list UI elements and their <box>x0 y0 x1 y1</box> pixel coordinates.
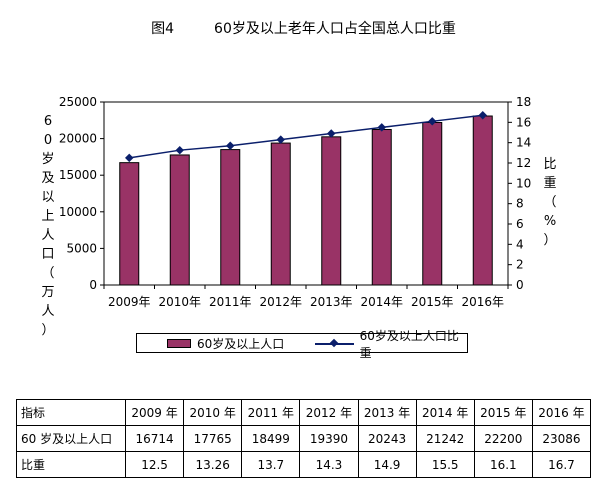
table-cell: 2010 年 <box>183 399 243 426</box>
data-table: 指标 2009 年 2010 年 2011 年 2012 年 2013 年 2014 年 20… <box>16 399 592 478</box>
table-cell: 21242 <box>415 425 475 452</box>
table-row-header: 指标 <box>16 399 126 426</box>
line-point <box>125 153 134 163</box>
legend-line-label: 60岁及以上人口比重 <box>359 328 459 360</box>
line-point <box>175 145 184 155</box>
table-row: 比重 12.5 13.26 13.7 14.3 14.9 15.5 16.1 16.7 <box>16 451 592 478</box>
table-cell: 16.7 <box>531 451 592 478</box>
table-cell: 23086 <box>531 425 592 452</box>
chart-svg: 0 5000 10000 15000 20000 25000 0 2 4 6 8 10 12 14 16 18… <box>59 95 531 309</box>
table-cell: 19390 <box>299 425 359 452</box>
x-tick-label: 2010年 <box>158 295 201 309</box>
table-row-header: 比重 <box>16 451 126 478</box>
figure-number: 图4 <box>151 21 175 37</box>
table-cell: 13.7 <box>241 451 301 478</box>
table-cell: 12.5 <box>124 451 185 478</box>
y-left-tick-label: 20000 <box>59 132 97 146</box>
legend-bar-swatch <box>167 339 191 348</box>
table-cell: 2014 年 <box>415 399 475 426</box>
table-cell: 2015 年 <box>473 399 533 426</box>
bar <box>371 129 392 286</box>
y-right-tick-label: 8 <box>516 197 524 211</box>
table-header-row: 指标 2009 年 2010 年 2011 年 2012 年 2013 年 2014 年 20… <box>16 399 592 426</box>
y-right-tick-label: 14 <box>516 136 531 150</box>
chart-title: 图4 60岁及以上老年人口占全国总人口比重 <box>0 18 607 38</box>
y-right-tick-label: 10 <box>516 176 531 190</box>
plot-area <box>103 101 509 286</box>
y-right-tick-label: 2 <box>516 258 524 272</box>
y-right-axis-label: 比重（%） <box>543 157 557 248</box>
y-left-tick-label: 10000 <box>59 205 97 219</box>
table-cell: 13.26 <box>183 451 243 478</box>
x-tick-label: 2011年 <box>209 295 252 309</box>
table-cell: 22200 <box>473 425 533 452</box>
line-point <box>428 117 437 126</box>
line-point <box>327 129 336 138</box>
legend-line-swatch <box>315 339 354 349</box>
table-cell: 2013 年 <box>357 399 417 426</box>
y-left-tick-label: 25000 <box>59 95 97 109</box>
y-right-tick-label: 16 <box>516 115 531 129</box>
title-text: 60岁及以上老年人口占全国总人口比重 <box>214 21 456 37</box>
table-cell: 2011 年 <box>241 399 301 426</box>
bar <box>169 154 190 286</box>
line-point <box>276 135 285 144</box>
x-tick-label: 2016年 <box>461 295 504 309</box>
table-cell: 2012 年 <box>299 399 359 426</box>
bar <box>422 121 443 286</box>
legend-item-bar: 60岁及以上人口 <box>167 336 284 351</box>
y-right-tick-label: 12 <box>516 156 531 170</box>
bar <box>220 149 241 286</box>
y-left-axis-label: 6 0 岁及以上人口（万人） <box>41 114 55 338</box>
bar <box>119 162 140 286</box>
table-cell: 15.5 <box>415 451 475 478</box>
y-left-tick-label: 0 <box>89 278 97 292</box>
x-tick-label: 2009年 <box>108 295 151 309</box>
table-cell: 14.3 <box>299 451 359 478</box>
y-left-tick-label: 5000 <box>66 241 97 255</box>
x-tick-label: 2013年 <box>310 295 353 309</box>
table-cell: 20243 <box>357 425 417 452</box>
y-left-tick-label: 15000 <box>59 168 97 182</box>
line-point <box>226 141 235 150</box>
table-row-header: 60 岁及以上人口 <box>16 425 126 452</box>
line-point <box>478 110 487 120</box>
x-tick-label: 2014年 <box>360 295 403 309</box>
table-cell: 2016 年 <box>531 399 592 426</box>
x-tick-label: 2015年 <box>411 295 454 309</box>
y-right-tick-label: 6 <box>516 217 524 231</box>
legend: 60岁及以上人口 60岁及以上人口比重 <box>136 329 468 360</box>
table-row: 60 岁及以上人口 16714 17765 18499 19390 20243 21242 2… <box>16 425 592 452</box>
y-right-tick-label: 18 <box>516 95 531 109</box>
legend-bar-label: 60岁及以上人口 <box>197 337 285 351</box>
table-cell: 2009 年 <box>124 399 185 426</box>
line-series <box>129 114 483 159</box>
line-point <box>377 123 386 132</box>
table-cell: 16.1 <box>473 451 533 478</box>
y-right-tick-label: 4 <box>516 237 524 251</box>
bar <box>321 136 342 286</box>
table-cell: 18499 <box>241 425 301 452</box>
legend-item-line: 60岁及以上人口比重 <box>315 329 467 360</box>
bar <box>270 142 291 286</box>
table-cell: 16714 <box>124 425 185 452</box>
table-cell: 14.9 <box>357 451 417 478</box>
y-right-tick-label: 0 <box>516 278 524 292</box>
x-tick-label: 2012年 <box>259 295 302 309</box>
bar <box>472 115 493 286</box>
table-cell: 17765 <box>183 425 243 452</box>
